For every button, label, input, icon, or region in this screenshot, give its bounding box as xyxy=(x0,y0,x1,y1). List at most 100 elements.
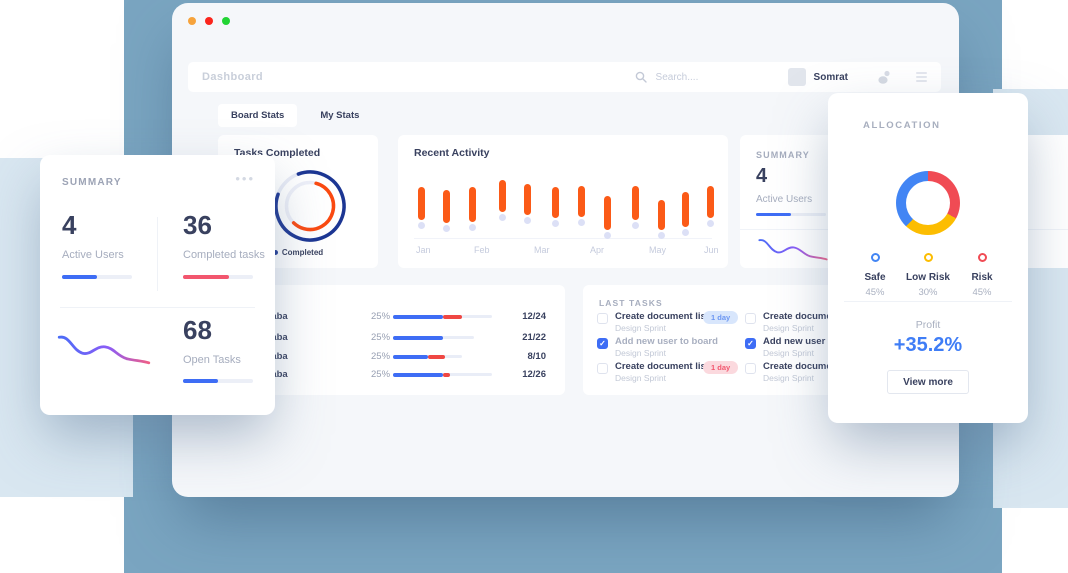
active-users-progress xyxy=(756,213,826,216)
activity-bar-tip xyxy=(604,232,611,239)
member-percent: 25% xyxy=(371,332,391,343)
active-users-value: 4 xyxy=(62,210,77,240)
task-title: Add new user to board xyxy=(763,336,866,347)
legend-value: 45% xyxy=(865,287,885,298)
active-users-label: Active Users xyxy=(62,249,124,261)
profit-value: +35.2% xyxy=(893,334,963,356)
task-due-badge: 1 day xyxy=(703,311,739,324)
activity-bar-tip xyxy=(469,224,476,231)
more-options-icon[interactable]: ••• xyxy=(235,171,255,186)
team-activity-card: y Saba25%12/24Saba25%21/22Saba25%8/10Sab… xyxy=(218,285,565,395)
month-tick-label: Jan xyxy=(416,245,431,255)
activity-bar xyxy=(469,187,476,222)
search-input[interactable] xyxy=(653,70,732,84)
member-progress xyxy=(393,335,492,340)
last-tasks-title: LAST TASKS xyxy=(599,298,663,308)
task-checkbox[interactable]: ✓ xyxy=(745,338,756,349)
progress-fill xyxy=(756,213,791,216)
menu-icon[interactable] xyxy=(916,72,927,82)
task-title: Add new user to board xyxy=(615,336,718,347)
activity-bar xyxy=(682,192,689,227)
task-subtitle: Design Sprint xyxy=(615,348,667,358)
window-controls xyxy=(188,17,230,25)
activity-bar-tip xyxy=(552,220,559,227)
task-title: Create document list xyxy=(615,361,709,372)
activity-bar-tip xyxy=(499,214,506,221)
search-icon xyxy=(635,71,647,83)
tab-my-stats[interactable]: My Stats xyxy=(320,110,360,121)
view-more-button[interactable]: View more xyxy=(887,370,969,394)
activity-bar-tip xyxy=(632,222,639,229)
due-date: 8/10 xyxy=(527,351,547,362)
legend-label: Low Risk xyxy=(906,272,950,283)
member-name: Saba xyxy=(265,332,288,343)
legend-label: Safe xyxy=(864,272,886,283)
member-name: Saba xyxy=(265,351,288,362)
divider xyxy=(60,307,255,308)
progress-fill xyxy=(62,275,97,279)
summary-floating-card: SUMMARY ••• 4 Active Users 36 Completed … xyxy=(40,155,275,415)
completed-tasks-value: 36 xyxy=(183,210,212,240)
month-tick-label: Mar xyxy=(534,245,550,255)
donut-hole xyxy=(906,181,950,225)
activity-bar xyxy=(499,180,506,212)
search-box[interactable] xyxy=(635,70,732,84)
window-close-dot[interactable] xyxy=(188,17,196,25)
member-percent: 25% xyxy=(371,311,391,322)
summary-title: SUMMARY xyxy=(62,177,122,188)
trend-sparkline xyxy=(758,239,828,261)
legend-label: Completed xyxy=(281,248,324,257)
month-tick-label: Apr xyxy=(590,245,605,255)
member-progress xyxy=(393,354,492,359)
notification-user-icon[interactable] xyxy=(876,70,892,85)
member-percent: 25% xyxy=(371,369,391,380)
recent-activity-card: Recent Activity Jan Feb Mar Apr May Jun xyxy=(398,135,728,268)
legend-ring-icon xyxy=(870,253,880,262)
active-users-progress xyxy=(62,275,132,279)
task-checkbox[interactable] xyxy=(745,363,756,374)
task-title: Create document list xyxy=(763,311,857,322)
user-avatar[interactable] xyxy=(787,68,806,86)
open-tasks-label: Open Tasks xyxy=(183,354,241,366)
legend-item: Risk 45% xyxy=(955,249,1009,298)
due-date: 12/24 xyxy=(522,311,546,322)
tab-board-stats[interactable]: Board Stats xyxy=(218,104,298,127)
chart-baseline xyxy=(414,238,712,239)
activity-bar-tip xyxy=(578,219,585,226)
activity-bar xyxy=(707,186,714,218)
legend-ring-icon xyxy=(977,253,987,262)
activity-bar xyxy=(658,200,665,230)
allocation-card: ALLOCATION Safe 45% Low Risk 30% Risk 45% Pro… xyxy=(828,93,1028,423)
divider xyxy=(157,217,158,291)
activity-bar xyxy=(632,186,639,220)
task-checkbox[interactable] xyxy=(597,313,608,324)
summary-small-title: SUMMARY xyxy=(756,150,810,160)
top-bar: Dashboard Somrat xyxy=(188,62,941,92)
month-tick-label: Feb xyxy=(474,245,490,255)
month-tick-label: May xyxy=(649,245,667,255)
legend-value: 45% xyxy=(972,287,992,298)
task-subtitle: Design Sprint xyxy=(615,323,667,333)
task-checkbox[interactable] xyxy=(745,313,756,324)
task-checkbox[interactable]: ✓ xyxy=(597,338,608,349)
task-subtitle: Design Sprint xyxy=(763,348,815,358)
window-minimize-dot[interactable] xyxy=(205,17,213,25)
activity-bar-tip xyxy=(524,217,531,224)
legend-dot xyxy=(272,250,278,256)
activity-bar xyxy=(578,186,585,217)
legend-value: 30% xyxy=(918,287,938,298)
month-tick-label: Jun xyxy=(704,245,719,255)
task-checkbox[interactable] xyxy=(597,363,608,374)
activity-bar-tip xyxy=(443,225,450,232)
member-progress xyxy=(393,372,492,377)
member-name: Saba xyxy=(265,369,288,380)
activity-bar xyxy=(443,190,450,223)
active-users-value: 4 xyxy=(756,165,768,187)
completed-tasks-label: Completed tasks xyxy=(183,249,265,261)
window-zoom-dot[interactable] xyxy=(222,17,230,25)
task-subtitle: Design Sprint xyxy=(763,323,815,333)
activity-bar-tip xyxy=(707,220,714,227)
legend-label: Risk xyxy=(971,272,993,283)
user-name: Somrat xyxy=(813,71,848,83)
